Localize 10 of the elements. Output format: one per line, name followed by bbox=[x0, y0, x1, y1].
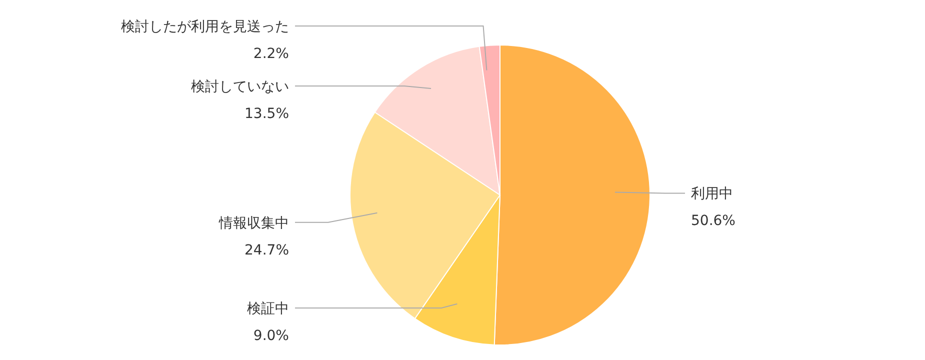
data-label: 50.6% bbox=[691, 213, 736, 230]
slice-label: 検討していない bbox=[191, 79, 289, 95]
slice-label: 検証中 bbox=[247, 301, 289, 317]
slice-label: 検討したが利用を見送った bbox=[121, 19, 289, 35]
data-label: 2.2% bbox=[253, 46, 289, 62]
slice-label: 利用中 bbox=[691, 186, 733, 202]
data-label: 9.0% bbox=[253, 328, 289, 344]
data-label: 24.7% bbox=[244, 242, 289, 258]
data-label: 13.5% bbox=[244, 106, 289, 122]
slice-label: 情報収集中 bbox=[218, 215, 289, 232]
